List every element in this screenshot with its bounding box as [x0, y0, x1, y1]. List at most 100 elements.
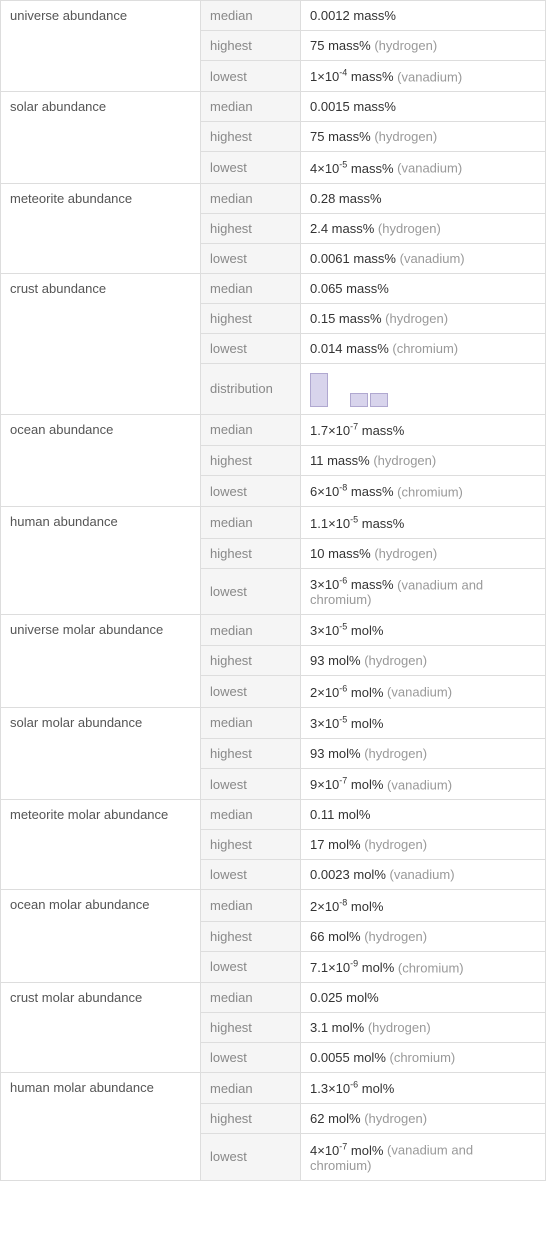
table-row: crust molar abundancemedian0.025 mol%	[1, 982, 546, 1012]
value-note: (vanadium)	[394, 161, 463, 176]
stat-cell: highest	[201, 538, 301, 568]
stat-cell: highest	[201, 445, 301, 475]
abundance-table: universe abundancemedian0.0012 mass% high…	[0, 0, 546, 1181]
property-cell: solar molar abundance	[1, 707, 201, 800]
value-note: (hydrogen)	[370, 453, 436, 468]
value-cell: 75 mass% (hydrogen)	[301, 31, 546, 61]
value-cell: 3×10-5 mol%	[301, 614, 546, 645]
table-row: universe abundancemedian0.0012 mass%	[1, 1, 546, 31]
value-note: (chromium)	[386, 1050, 455, 1065]
value-note: (hydrogen)	[371, 546, 437, 561]
table-row: solar molar abundancemedian3×10-5 mol%	[1, 707, 546, 738]
value-note: (chromium)	[389, 341, 458, 356]
property-cell: ocean abundance	[1, 414, 201, 507]
value-text: 0.11 mol%	[310, 807, 370, 822]
value-note: (vanadium)	[383, 685, 452, 700]
value-cell: 75 mass% (hydrogen)	[301, 122, 546, 152]
value-cell: 3×10-6 mass% (vanadium and chromium)	[301, 568, 546, 614]
value-cell: 0.065 mass%	[301, 273, 546, 303]
value-note: (hydrogen)	[371, 129, 437, 144]
value-text: 0.0015 mass%	[310, 99, 396, 114]
value-text: 0.15 mass%	[310, 311, 382, 326]
table-row: solar abundancemedian0.0015 mass%	[1, 92, 546, 122]
value-text: 3×10-5 mol%	[310, 716, 383, 731]
value-note: (chromium)	[394, 484, 463, 499]
value-note: (vanadium)	[394, 69, 463, 84]
stat-cell: median	[201, 507, 301, 538]
value-text: 0.0061 mass%	[310, 251, 396, 266]
table-row: human molar abundancemedian1.3×10-6 mol%	[1, 1072, 546, 1103]
value-cell: 4×10-5 mass% (vanadium)	[301, 152, 546, 183]
stat-cell: median	[201, 414, 301, 445]
value-cell: 0.0023 mol% (vanadium)	[301, 860, 546, 890]
value-cell: 0.014 mass% (chromium)	[301, 333, 546, 363]
value-text: 1.3×10-6 mol%	[310, 1081, 394, 1096]
value-cell: 1×10-4 mass% (vanadium)	[301, 61, 546, 92]
value-text: 1.1×10-5 mass%	[310, 516, 404, 531]
value-note: (hydrogen)	[371, 38, 437, 53]
property-cell: meteorite abundance	[1, 183, 201, 273]
value-note: (hydrogen)	[382, 311, 448, 326]
value-cell: 66 mol% (hydrogen)	[301, 921, 546, 951]
table-row: universe molar abundancemedian3×10-5 mol…	[1, 614, 546, 645]
value-note: (vanadium)	[386, 867, 455, 882]
property-cell: human abundance	[1, 507, 201, 615]
value-text: 93 mol%	[310, 653, 361, 668]
stat-cell: distribution	[201, 363, 301, 414]
value-text: 3.1 mol%	[310, 1020, 364, 1035]
value-note: (hydrogen)	[361, 929, 427, 944]
value-cell: 93 mol% (hydrogen)	[301, 646, 546, 676]
stat-cell: median	[201, 1072, 301, 1103]
value-cell: 0.0012 mass%	[301, 1, 546, 31]
property-cell: human molar abundance	[1, 1072, 201, 1180]
value-cell	[301, 363, 546, 414]
stat-cell: median	[201, 614, 301, 645]
stat-cell: median	[201, 890, 301, 921]
stat-cell: highest	[201, 738, 301, 768]
value-cell: 11 mass% (hydrogen)	[301, 445, 546, 475]
property-cell: ocean molar abundance	[1, 890, 201, 983]
stat-cell: lowest	[201, 243, 301, 273]
value-cell: 10 mass% (hydrogen)	[301, 538, 546, 568]
value-note: (vanadium)	[396, 251, 465, 266]
value-cell: 62 mol% (hydrogen)	[301, 1104, 546, 1134]
value-text: 75 mass%	[310, 38, 371, 53]
stat-cell: highest	[201, 1012, 301, 1042]
stat-cell: highest	[201, 213, 301, 243]
stat-cell: median	[201, 183, 301, 213]
value-cell: 7.1×10-9 mol% (chromium)	[301, 951, 546, 982]
value-cell: 17 mol% (hydrogen)	[301, 830, 546, 860]
stat-cell: median	[201, 800, 301, 830]
value-cell: 0.0061 mass% (vanadium)	[301, 243, 546, 273]
value-cell: 6×10-8 mass% (chromium)	[301, 475, 546, 506]
value-text: 66 mol%	[310, 929, 361, 944]
value-text: 62 mol%	[310, 1111, 361, 1126]
table-row: ocean abundancemedian1.7×10-7 mass%	[1, 414, 546, 445]
value-cell: 0.28 mass%	[301, 183, 546, 213]
value-text: 0.0012 mass%	[310, 8, 396, 23]
value-cell: 0.0055 mol% (chromium)	[301, 1042, 546, 1072]
value-text: 0.014 mass%	[310, 341, 389, 356]
value-cell: 3.1 mol% (hydrogen)	[301, 1012, 546, 1042]
value-note: (hydrogen)	[361, 1111, 427, 1126]
value-cell: 93 mol% (hydrogen)	[301, 738, 546, 768]
table-row: meteorite molar abundancemedian0.11 mol%	[1, 800, 546, 830]
stat-cell: highest	[201, 122, 301, 152]
table-row: ocean molar abundancemedian2×10-8 mol%	[1, 890, 546, 921]
value-cell: 3×10-5 mol%	[301, 707, 546, 738]
table-row: crust abundancemedian0.065 mass%	[1, 273, 546, 303]
value-text: 0.065 mass%	[310, 281, 389, 296]
stat-cell: lowest	[201, 768, 301, 799]
stat-cell: lowest	[201, 1134, 301, 1180]
value-cell: 4×10-7 mol% (vanadium and chromium)	[301, 1134, 546, 1180]
value-cell: 1.1×10-5 mass%	[301, 507, 546, 538]
property-cell: universe molar abundance	[1, 614, 201, 707]
value-cell: 2×10-8 mol%	[301, 890, 546, 921]
value-text: 3×10-5 mol%	[310, 623, 383, 638]
value-text: 1×10-4 mass%	[310, 69, 394, 84]
stat-cell: lowest	[201, 1042, 301, 1072]
value-text: 75 mass%	[310, 129, 371, 144]
value-text: 7.1×10-9 mol%	[310, 960, 394, 975]
value-cell: 0.15 mass% (hydrogen)	[301, 303, 546, 333]
stat-cell: lowest	[201, 568, 301, 614]
